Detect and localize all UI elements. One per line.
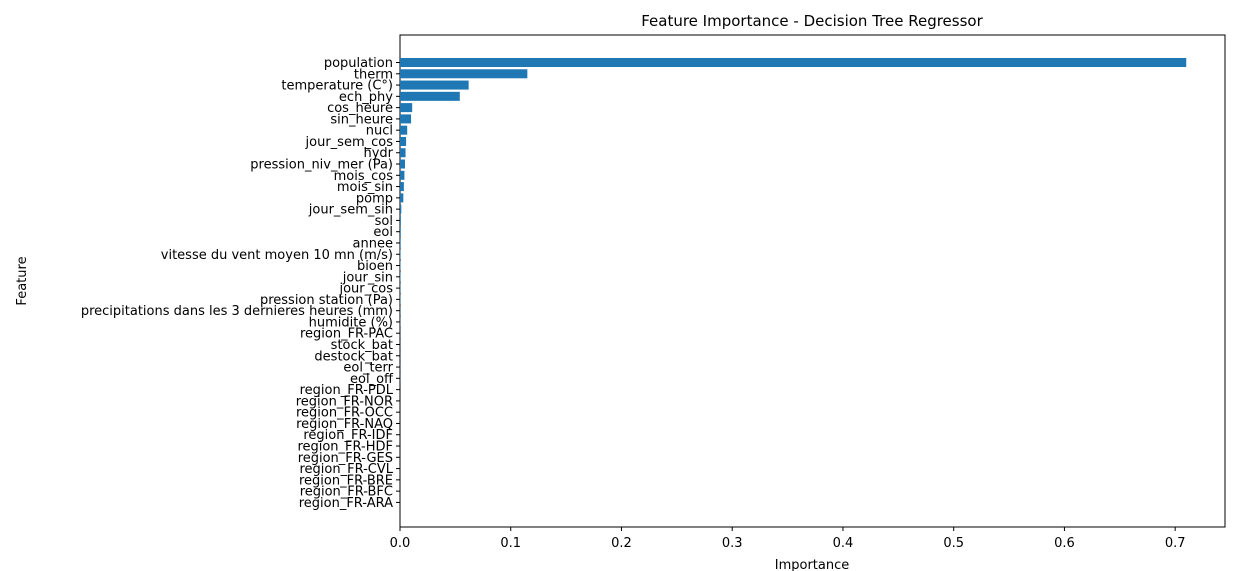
bar xyxy=(400,125,408,135)
x-axis-ticks: 0.0 0.1 0.2 0.3 0.4 0.5 0.6 0.7 xyxy=(390,527,1186,551)
y-axis-label: Feature xyxy=(15,256,30,305)
y-tick-label: therm xyxy=(354,67,393,82)
bar xyxy=(400,80,469,90)
y-tick-label: ech_phy xyxy=(339,90,393,105)
bar xyxy=(400,227,401,237)
y-tick-label: sin_heure xyxy=(330,112,393,127)
y-tick-label: humidite (%) xyxy=(309,315,393,330)
y-tick-label: region_FR-GES xyxy=(298,451,393,466)
bar xyxy=(400,170,405,180)
y-tick-label: eol_off xyxy=(350,372,394,387)
y-tick-label: eol xyxy=(373,225,393,240)
y-tick-label: hydr xyxy=(363,146,393,161)
plot-area xyxy=(399,34,1226,528)
y-tick-label: mois_sin xyxy=(337,180,393,195)
y-tick-label: temperature (C°) xyxy=(281,79,393,94)
bar xyxy=(400,91,460,101)
y-tick-label: region_FR-BFC xyxy=(300,485,393,500)
bar xyxy=(400,238,401,248)
y-tick-label: mois_cos xyxy=(334,169,394,184)
bar xyxy=(400,136,407,146)
y-tick-label: region_FR-NAQ xyxy=(296,417,393,432)
bar xyxy=(400,249,401,259)
bar xyxy=(400,204,402,214)
x-tick-label: 0.6 xyxy=(1054,536,1075,551)
bars-group xyxy=(400,57,1187,383)
x-tick-label: 0.2 xyxy=(611,536,632,551)
y-tick-label: population xyxy=(324,56,393,71)
y-tick-label: region_FR-CVL xyxy=(299,462,393,477)
y-tick-label: jour_sem_sin xyxy=(308,203,393,218)
bar xyxy=(400,182,404,192)
x-tick-label: 0.7 xyxy=(1165,536,1186,551)
x-axis-label: Importance xyxy=(775,558,850,571)
x-tick-label: 0.5 xyxy=(943,536,964,551)
y-tick-label: region_FR-IDF xyxy=(303,428,393,443)
x-tick-label: 0.0 xyxy=(390,536,411,551)
bar xyxy=(400,215,401,225)
y-tick-label: precipitations dans les 3 dernieres heur… xyxy=(81,304,393,319)
y-tick-label: region_FR-PAC xyxy=(300,327,393,342)
y-tick-label: bioen xyxy=(357,259,393,274)
y-tick-label: region_FR-ARA xyxy=(299,496,393,511)
y-tick-label: eol_terr xyxy=(343,361,393,376)
bar xyxy=(400,57,1187,68)
y-tick-label: region_FR-BRE xyxy=(299,473,393,488)
y-tick-label: nucl xyxy=(366,124,393,139)
y-tick-label: stock_bat xyxy=(331,338,393,353)
y-tick-label: sol xyxy=(375,214,393,229)
x-tick-label: 0.4 xyxy=(833,536,854,551)
x-tick-label: 0.3 xyxy=(722,536,743,551)
bar xyxy=(400,114,412,124)
y-tick-label: jour_sin xyxy=(342,270,393,285)
y-tick-label: region_FR-NOR xyxy=(296,394,393,409)
y-tick-label: cos_heure xyxy=(327,101,393,116)
bar xyxy=(400,159,405,169)
y-tick-label: destock_bat xyxy=(314,349,393,364)
y-tick-label: pression_niv_mer (Pa) xyxy=(250,158,393,173)
y-tick-label: annee xyxy=(353,236,393,251)
y-tick-label: jour_sem_cos xyxy=(305,135,394,150)
y-tick-label: vitesse du vent moyen 10 mn (m/s) xyxy=(161,248,393,263)
y-tick-label: pression station (Pa) xyxy=(260,293,393,308)
y-tick-label: pomp xyxy=(356,191,393,206)
bar xyxy=(400,193,404,203)
y-tick-label: jour_cos xyxy=(338,282,393,297)
bar xyxy=(400,103,413,113)
y-tick-label: region_FR-HDF xyxy=(297,440,393,455)
chart-title: Feature Importance - Decision Tree Regre… xyxy=(641,12,983,30)
y-tick-label: region_FR-OCC xyxy=(296,406,393,421)
x-tick-label: 0.1 xyxy=(500,536,521,551)
y-tick-label: region_FR-PDL xyxy=(300,383,394,398)
bar xyxy=(400,148,406,158)
bar xyxy=(400,69,528,79)
